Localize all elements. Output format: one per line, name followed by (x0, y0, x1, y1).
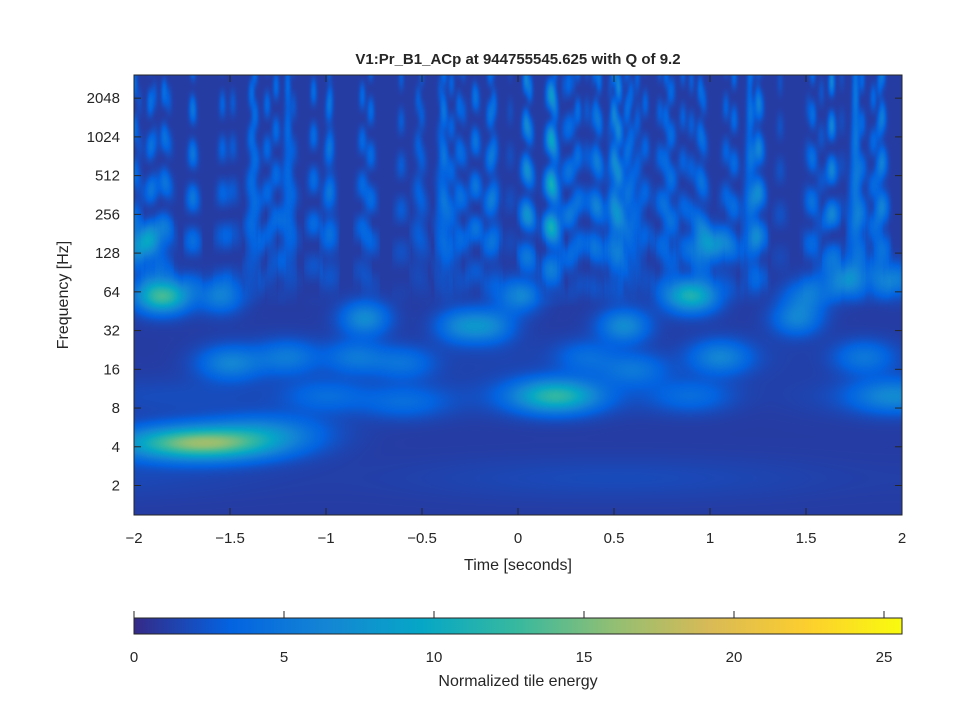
x-axis: −2 −1.5 −1 −0.5 0 0.5 1 1.5 2 (125, 75, 906, 547)
x-tick-label: −1 (317, 530, 334, 547)
y-tick-label: 2048 (87, 90, 120, 107)
y-tick-label: 4 (112, 439, 120, 456)
y-tick-label: 128 (95, 245, 120, 262)
y-tick-label: 2 (112, 478, 120, 495)
colorbar-tick-label: 25 (876, 649, 893, 666)
y-tick-label: 512 (95, 168, 120, 185)
y-tick-label: 16 (103, 361, 120, 378)
x-tick-label: 0 (514, 530, 522, 547)
y-axis-label: Frequency [Hz] (55, 241, 72, 349)
colorbar-tick-label: 20 (726, 649, 743, 666)
x-tick-label: 1 (706, 530, 714, 547)
heatmap-canvas (134, 75, 902, 515)
x-tick-label: −0.5 (407, 530, 437, 547)
y-axis: 2 4 8 16 32 64 128 256 512 1024 2048 (87, 90, 902, 495)
y-tick-label: 32 (103, 323, 120, 340)
x-tick-label: 0.5 (604, 530, 625, 547)
y-tick-label: 256 (95, 206, 120, 223)
x-tick-label: −1.5 (215, 530, 245, 547)
x-tick-label: 1.5 (796, 530, 817, 547)
colorbar-tick-label: 5 (280, 649, 288, 666)
x-tick-label: −2 (125, 530, 142, 547)
y-tick-label: 1024 (87, 129, 120, 146)
y-tick-label: 8 (112, 400, 120, 417)
x-axis-label: Time [seconds] (464, 557, 572, 574)
plot-area (133, 74, 903, 516)
colorbar-bar (133, 617, 903, 635)
x-tick-label: 2 (898, 530, 906, 547)
colorbar: 0 5 10 15 20 25 Normalized tile energy (130, 611, 903, 690)
colorbar-tick-label: 10 (426, 649, 443, 666)
colorbar-tick-label: 0 (130, 649, 138, 666)
colorbar-ticks: 0 5 10 15 20 25 (130, 611, 893, 666)
colorbar-tick-label: 15 (576, 649, 593, 666)
y-tick-label: 64 (103, 284, 120, 301)
chart-title: V1:Pr_B1_ACp at 944755545.625 with Q of … (355, 51, 680, 68)
colorbar-label: Normalized tile energy (438, 673, 597, 690)
